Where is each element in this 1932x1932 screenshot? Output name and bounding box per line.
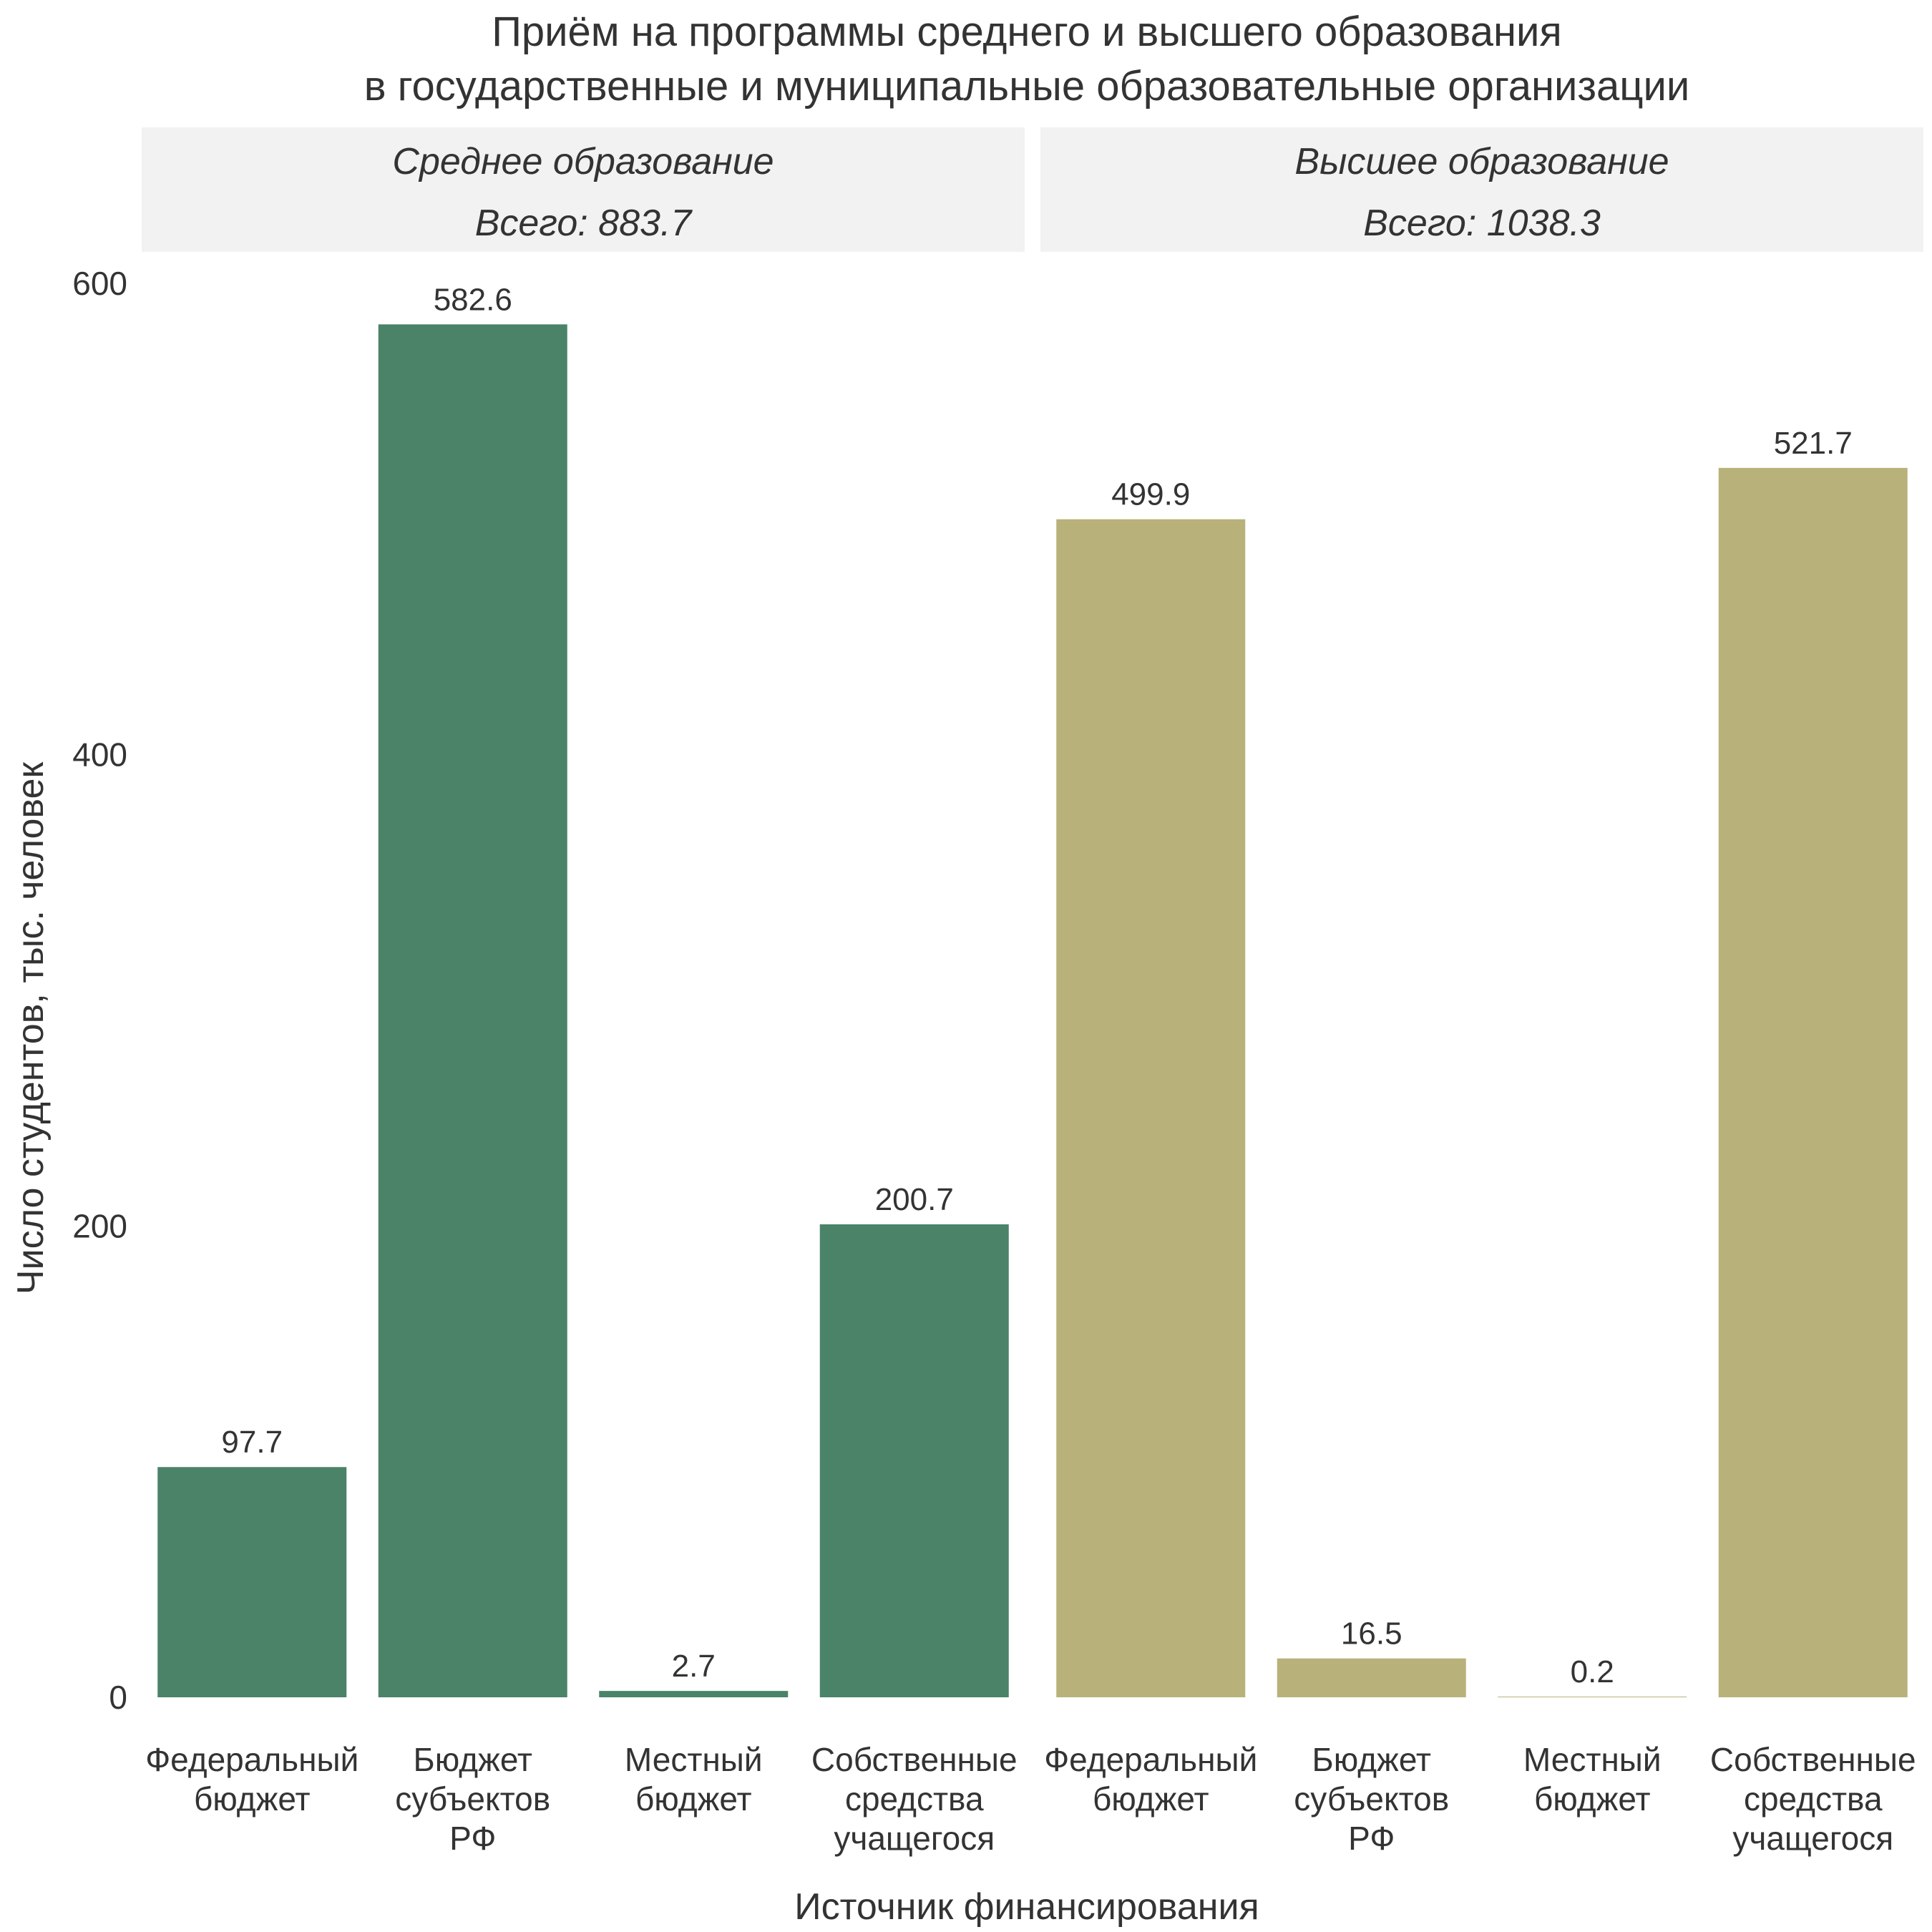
x-tick-label: Бюджет субъектов РФ	[395, 1741, 550, 1857]
panels: Среднее образование Всего: 883.7 97.7 Федер…	[142, 127, 1923, 1857]
x-tick-label: Федеральный бюджет	[145, 1741, 358, 1818]
bar	[157, 1467, 347, 1697]
x-tick-label-line: Федеральный	[1044, 1741, 1257, 1778]
bar-value-label: 16.5	[1341, 1616, 1402, 1652]
y-tick-label: 600	[72, 265, 127, 302]
y-axis: 0 200 400 600	[72, 265, 127, 1716]
x-tick-label-line: РФ	[449, 1820, 496, 1857]
x-tick-label: Собственные средства учащегося	[1710, 1741, 1916, 1857]
x-tick-label-line: бюджет	[635, 1780, 752, 1818]
panel: Среднее образование Всего: 883.7 97.7 Федер…	[142, 127, 1025, 1857]
x-tick-label-line: Собственные	[1710, 1741, 1916, 1778]
y-tick-label: 200	[72, 1207, 127, 1244]
x-tick-label-line: Местный	[625, 1741, 763, 1778]
x-tick-label-line: Федеральный	[145, 1741, 358, 1778]
x-tick-label-line: учащегося	[834, 1820, 995, 1857]
x-tick-label-line: РФ	[1348, 1820, 1395, 1857]
x-tick-label-line: учащегося	[1732, 1820, 1893, 1857]
bar	[1056, 519, 1246, 1698]
bar	[378, 324, 567, 1698]
x-tick-label-line: средства	[845, 1780, 984, 1818]
x-tick-label: Федеральный бюджет	[1044, 1741, 1257, 1818]
x-tick-label-line: Бюджет	[1312, 1741, 1431, 1778]
x-axis-label: Источник финансирования	[794, 1886, 1259, 1928]
chart-title-line: Приём на программы среднего и высшего об…	[492, 9, 1562, 55]
x-tick-label-line: бюджет	[1534, 1780, 1651, 1818]
y-axis-label: Число студентов, тыс. человек	[10, 762, 52, 1295]
bar-value-label: 499.9	[1111, 477, 1190, 512]
bar	[1277, 1658, 1466, 1697]
bar-value-label: 521.7	[1774, 426, 1853, 461]
panel: Высшее образование Всего: 1038.3 499.9 Феде…	[1040, 127, 1923, 1857]
chart-title: Приём на программы среднего и высшего об…	[364, 9, 1690, 109]
panel-strip-text: Среднее образование	[392, 141, 774, 182]
y-tick-label: 0	[109, 1679, 127, 1716]
bar-value-label: 200.7	[875, 1182, 954, 1217]
x-tick-label-line: бюджет	[1093, 1780, 1209, 1818]
x-tick-label-line: Бюджет	[414, 1741, 532, 1778]
panel-strip-text: Всего: 883.7	[475, 203, 693, 244]
bar-value-label: 0.2	[1571, 1654, 1614, 1689]
bar	[1718, 467, 1908, 1698]
x-tick-label: Местный бюджет	[1523, 1741, 1662, 1818]
bar-value-label: 97.7	[221, 1425, 283, 1460]
chart-title-line: в государственные и муниципальные образо…	[364, 63, 1690, 109]
x-tick-label-line: Местный	[1523, 1741, 1662, 1778]
y-tick-label: 400	[72, 736, 127, 774]
x-tick-label: Местный бюджет	[625, 1741, 763, 1818]
x-tick-label: Бюджет субъектов РФ	[1294, 1741, 1449, 1857]
bar-value-label: 2.7	[672, 1649, 716, 1684]
x-tick-label-line: бюджет	[194, 1780, 311, 1818]
panel-strip-text: Всего: 1038.3	[1363, 203, 1601, 244]
bar-value-label: 582.6	[434, 282, 512, 317]
panel-strip	[1040, 127, 1923, 252]
panel-strip	[142, 127, 1025, 252]
panel-strip-text: Высшее образование	[1294, 141, 1669, 182]
bar	[599, 1691, 789, 1697]
x-tick-label-line: субъектов	[1294, 1780, 1449, 1818]
x-tick-label-line: субъектов	[395, 1780, 550, 1818]
x-tick-label-line: Собственные	[811, 1741, 1018, 1778]
x-tick-label: Собственные средства учащегося	[811, 1741, 1018, 1857]
x-tick-label-line: средства	[1744, 1780, 1883, 1818]
bar	[819, 1224, 1009, 1697]
